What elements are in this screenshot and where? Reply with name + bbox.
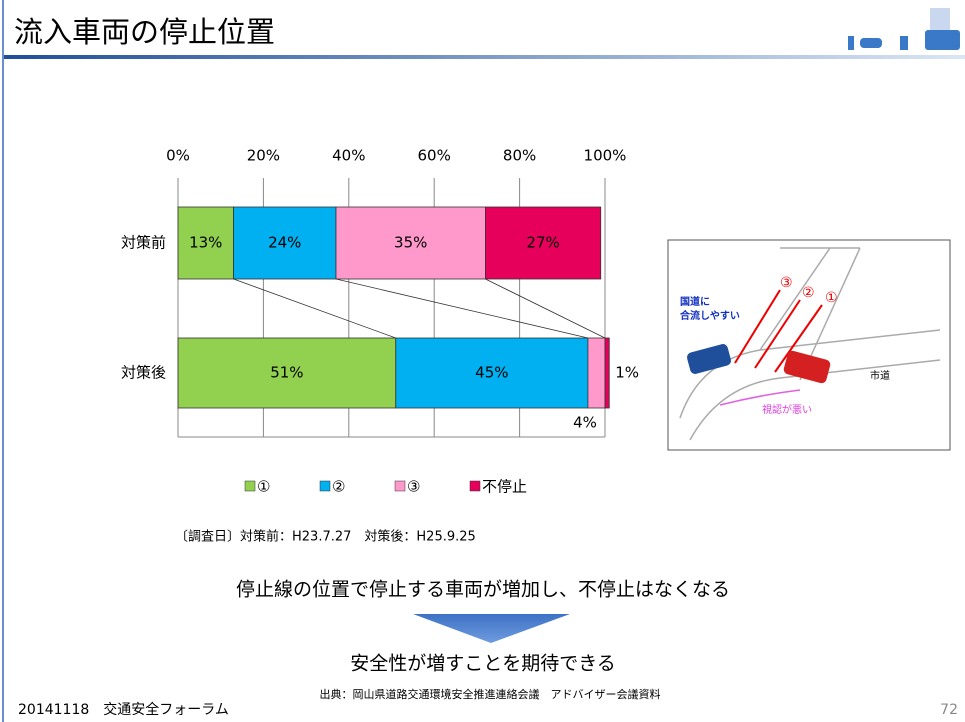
stop-line xyxy=(774,304,823,373)
connector xyxy=(335,278,589,339)
bar-segment xyxy=(177,337,397,409)
value-label: 13% xyxy=(189,234,222,252)
down-arrow xyxy=(413,614,570,643)
survey-note: 〔調査日〕対策前：H23.7.27 対策後：H25.9.25 xyxy=(175,529,476,545)
diagram-mark: ① xyxy=(825,290,838,306)
page-number: 72 xyxy=(940,702,958,718)
legend-swatch xyxy=(469,480,481,492)
diagram-note: 国道に xyxy=(680,295,710,308)
bar-segment xyxy=(604,337,610,409)
legend-swatch xyxy=(319,480,331,492)
source: 出典：岡山県道路交通環境安全推進連絡会議 アドバイザー会議資料 xyxy=(320,687,661,701)
x-tick-label: 40% xyxy=(332,147,365,165)
result: 安全性が増すことを期待できる xyxy=(350,653,616,675)
diagram-note: 合流しやすい xyxy=(679,309,740,322)
connector xyxy=(485,278,606,339)
title-rule xyxy=(4,55,965,59)
bar-segment xyxy=(587,337,606,409)
connector xyxy=(233,278,396,339)
diagram-road: 市道 xyxy=(870,369,890,382)
value-label: 27% xyxy=(526,234,559,252)
x-tick-label: 0% xyxy=(166,147,190,165)
car-red xyxy=(783,350,831,384)
header-icons xyxy=(848,8,960,50)
legend-label: ② xyxy=(332,478,345,496)
y-tick-label: 対策後 xyxy=(121,364,166,382)
x-tick-label: 20% xyxy=(247,147,280,165)
value-label: 51% xyxy=(270,364,303,382)
value-label: 4% xyxy=(573,414,597,432)
x-tick-label: 100% xyxy=(584,147,627,165)
x-tick-label: 80% xyxy=(503,147,536,165)
bar-segment xyxy=(177,206,234,280)
value-label: 24% xyxy=(268,234,301,252)
stop-line xyxy=(734,289,781,364)
bar-segment xyxy=(395,337,589,409)
sight-arrow xyxy=(719,389,801,406)
legend-label: ③ xyxy=(407,478,420,496)
legend-label: ① xyxy=(257,478,270,496)
stop-line xyxy=(754,299,801,369)
diagram-mark: ③ xyxy=(780,275,793,291)
legend-swatch xyxy=(394,480,406,492)
footer: 20141118 交通安全フォーラム xyxy=(18,701,229,718)
value-label: 35% xyxy=(394,234,427,252)
car-blue xyxy=(686,344,732,374)
chart: 0% 20% 40% 60% 80% 100% 対策前 13% 24% 35% 27% 対策後 51% 4… xyxy=(121,147,639,496)
legend-swatch xyxy=(244,480,256,492)
x-tick-label: 60% xyxy=(418,147,451,165)
conclusion: 停止線の位置で停止する車両が増加し、不停止はなくなる xyxy=(236,579,730,601)
diagram-note: 視認が悪い xyxy=(762,403,812,416)
y-tick-label: 対策前 xyxy=(121,234,166,252)
bar-segment xyxy=(485,206,602,280)
value-label: 45% xyxy=(475,364,508,382)
bar-segment xyxy=(335,206,486,280)
diagram-mark: ② xyxy=(802,285,815,301)
slide-title: 流入車両の停止位置 xyxy=(14,15,275,49)
value-label: 1% xyxy=(615,364,639,382)
diagram: 国道に 合流しやすい 市道 視認が悪い ③ ② ① xyxy=(667,239,951,451)
legend-label: 不停止 xyxy=(482,478,527,496)
